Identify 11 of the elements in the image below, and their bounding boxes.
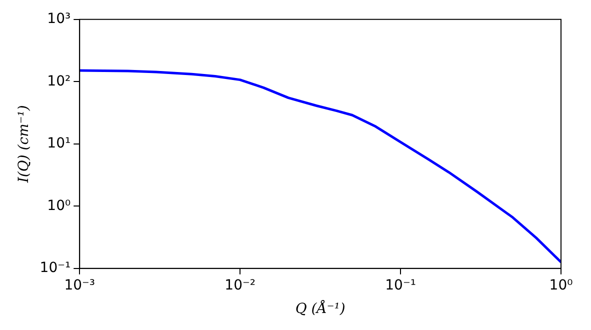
x-tick-label: 10⁰ — [549, 277, 574, 294]
y-tick-label: 10³ — [47, 11, 71, 28]
y-tick-label: 10⁻¹ — [40, 260, 71, 276]
x-tick-label: 10⁻² — [224, 277, 256, 294]
x-tick-label: 10⁻¹ — [385, 277, 416, 294]
y-tick-label: 10² — [47, 73, 71, 90]
y-tick-label: 10¹ — [47, 136, 71, 152]
y-tick-label: 10⁰ — [47, 198, 71, 214]
x-tick-label: 10⁻³ — [64, 277, 96, 294]
y-axis-title: I(Q) (cm⁻¹) — [16, 105, 32, 184]
x-axis-title: Q (Å⁻¹) — [295, 300, 346, 318]
